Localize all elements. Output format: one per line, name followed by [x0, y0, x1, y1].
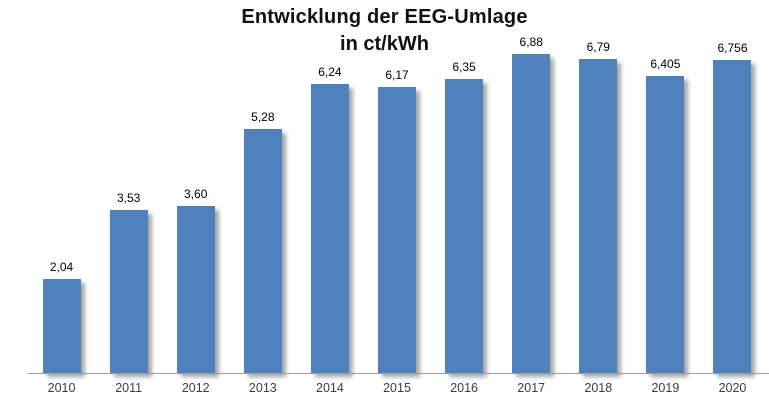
bar-2014	[310, 84, 349, 373]
x-tick-label-2015: 2015	[383, 381, 411, 395]
bar-value-label-2010: 2,04	[49, 260, 74, 274]
bar-slot-2020: 6,756	[699, 0, 766, 373]
x-tick-label-2011: 2011	[115, 381, 143, 395]
x-tick-label-2018: 2018	[584, 381, 613, 395]
bar-value-label-2020: 6,756	[717, 41, 748, 55]
bar-slot-2019: 6,405	[632, 0, 699, 373]
x-tick-label-2020: 2020	[718, 381, 747, 395]
bar-value-label-2012: 3,60	[184, 187, 208, 201]
bar-value-label-2018: 6,79	[586, 40, 610, 54]
bar-slot-2017: 6,88	[498, 0, 565, 373]
x-axis-line	[28, 373, 769, 374]
bar-slot-2014: 6,24	[296, 0, 363, 373]
bar-2016	[445, 79, 484, 373]
x-axis-labels: 2010 2011 2012 2013 2014 2015 2016 2017 2018 2019…	[28, 381, 766, 395]
bar-2010	[42, 279, 81, 373]
bar-value-label-2017: 6,88	[519, 35, 543, 49]
bar-2020	[713, 60, 752, 373]
bar-value-label-2015: 6,17	[385, 68, 409, 82]
bar-slot-2018: 6,79	[565, 0, 632, 373]
bar-slot-2012: 3,60	[162, 0, 229, 373]
bar-2011	[109, 210, 148, 373]
bar-slot-2015: 6,17	[363, 0, 430, 373]
bar-2012	[176, 206, 215, 373]
chart-title: Entwicklung der EEG-Umlage	[241, 6, 528, 28]
bar-value-label-2019: 6,405	[650, 57, 681, 71]
bar-2019	[646, 76, 685, 373]
x-tick-label-2016: 2016	[450, 381, 479, 395]
x-tick-label-2010: 2010	[47, 381, 76, 395]
plot-area: 2,04 3,53 3,60 5,28 6,24 6,17 6,35 6,88 6,79 6,40…	[28, 0, 766, 373]
x-tick-label-2017: 2017	[517, 381, 546, 395]
bar-2015	[378, 87, 417, 373]
bar-2018	[579, 59, 618, 373]
chart-subtitle: in ct/kWh	[340, 33, 429, 55]
x-tick-label-2012: 2012	[181, 381, 210, 395]
bar-value-label-2016: 6,35	[452, 60, 476, 74]
bar-slot-2011: 3,53	[95, 0, 162, 373]
bar-2017	[512, 54, 551, 373]
x-tick-label-2013: 2013	[248, 381, 277, 395]
x-tick-label-2019: 2019	[651, 381, 680, 395]
bar-value-label-2014: 6,24	[318, 65, 342, 79]
bar-value-label-2011: 3,53	[116, 191, 141, 205]
bar-slot-2010: 2,04	[28, 0, 95, 373]
bar-2013	[243, 129, 282, 373]
bar-value-label-2013: 5,28	[251, 110, 275, 124]
bar-slot-2013: 5,28	[229, 0, 296, 373]
bar-slot-2016: 6,35	[431, 0, 498, 373]
x-tick-label-2014: 2014	[316, 381, 344, 395]
